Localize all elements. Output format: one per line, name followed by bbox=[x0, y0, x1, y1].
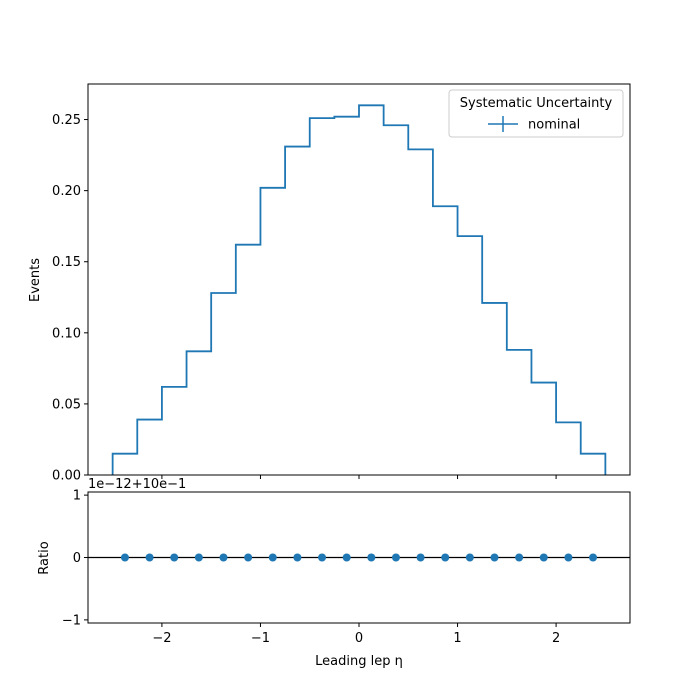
main-axes-frame bbox=[87, 83, 631, 476]
ratio-point bbox=[318, 553, 327, 562]
ratio-y-tick-label: 1 bbox=[73, 489, 81, 504]
ratio-point bbox=[219, 553, 228, 562]
x-axis-label: Leading lep η bbox=[315, 654, 403, 669]
ratio-point bbox=[490, 553, 499, 562]
legend: Systematic Uncertainty nominal bbox=[448, 89, 624, 138]
ratio-point bbox=[564, 553, 573, 562]
ratio-point bbox=[515, 553, 524, 562]
ratio-point bbox=[293, 553, 302, 562]
main-y-tick-label: 0.20 bbox=[52, 184, 81, 199]
main-y-tick-label: 0.15 bbox=[52, 255, 81, 270]
ratio-x-tick-label: 1 bbox=[453, 631, 461, 646]
main-plot-area bbox=[111, 104, 607, 475]
ratio-x-tick-label: 2 bbox=[552, 631, 560, 646]
main-y-tick-label: 0.05 bbox=[52, 397, 81, 412]
ratio-point bbox=[244, 553, 253, 562]
main-panel: 0.00 0.05 0.10 0.15 0.20 0.25 Events Systemat… bbox=[28, 83, 631, 484]
ratio-point bbox=[120, 553, 129, 562]
legend-marker-nominal bbox=[488, 116, 518, 132]
ratio-x-tick-label: −1 bbox=[251, 631, 270, 646]
main-y-tick-label: 0.00 bbox=[52, 469, 81, 484]
ratio-y-tick-label: −1 bbox=[62, 613, 81, 628]
ratio-x-tick-label: −2 bbox=[152, 631, 171, 646]
ratio-point bbox=[367, 553, 376, 562]
ratio-point bbox=[539, 553, 548, 562]
ratio-point bbox=[194, 553, 203, 562]
ratio-x-ticks: −2 −1 0 1 2 bbox=[152, 623, 560, 646]
legend-title: Systematic Uncertainty bbox=[460, 96, 613, 111]
legend-box bbox=[448, 89, 624, 138]
ratio-point bbox=[342, 553, 351, 562]
ratio-point bbox=[416, 553, 425, 562]
ratio-y-ticks: −1 0 1 bbox=[62, 489, 88, 628]
ratio-y-axis-label: Ratio bbox=[37, 541, 52, 574]
ratio-y-tick-label: 0 bbox=[73, 551, 81, 566]
ratio-offset-text: 1e−12+10e−1 bbox=[88, 477, 186, 492]
main-y-tick-label: 0.25 bbox=[52, 113, 81, 128]
ratio-point bbox=[441, 553, 450, 562]
ratio-x-tick-label: 0 bbox=[355, 631, 363, 646]
ratio-panel: −1 0 1 −2 −1 0 1 2 1e−12+10e−1 Ratio Leading l… bbox=[37, 477, 631, 669]
ratio-point bbox=[589, 553, 598, 562]
ratio-point bbox=[391, 553, 400, 562]
ratio-point bbox=[170, 553, 179, 562]
histogram-step-line bbox=[111, 104, 607, 475]
main-y-tick-label: 0.10 bbox=[52, 326, 81, 341]
legend-entry-nominal: nominal bbox=[528, 118, 580, 133]
ratio-plot-area bbox=[88, 553, 630, 562]
ratio-point bbox=[465, 553, 474, 562]
ratio-point bbox=[268, 553, 277, 562]
main-x-ticks bbox=[161, 475, 557, 479]
main-y-axis-label: Events bbox=[28, 258, 43, 302]
main-y-ticks: 0.00 0.05 0.10 0.15 0.20 0.25 bbox=[52, 113, 88, 484]
ratio-point bbox=[145, 553, 154, 562]
